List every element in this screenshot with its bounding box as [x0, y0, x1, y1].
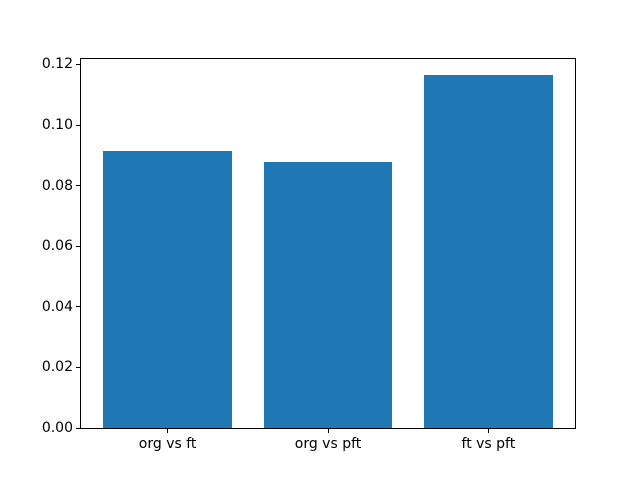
- bar-2: [263, 162, 393, 428]
- bar-3: [424, 75, 553, 428]
- y-tick-mark: [76, 306, 80, 308]
- x-tick-mark: [167, 429, 169, 433]
- y-tick-label: 0.02: [41, 359, 73, 376]
- y-tick-mark: [76, 124, 80, 126]
- x-tick-label: org vs pft: [294, 436, 362, 452]
- x-tick-mark: [487, 429, 489, 433]
- y-tick-label: 0.10: [41, 117, 73, 134]
- y-tick-label: 0.04: [41, 298, 73, 315]
- y-tick-mark: [76, 63, 80, 65]
- x-tick-label: ft vs pft: [461, 436, 516, 452]
- y-tick-label: 0.08: [41, 177, 73, 194]
- x-tick-label: org vs ft: [138, 436, 197, 452]
- bar-1: [103, 151, 232, 428]
- y-tick-label: 0.00: [41, 420, 73, 436]
- plot-area: 0.00 0.02 0.04 0.06 0.08 0.10 0.12 org vs ft org…: [42, 56, 576, 452]
- y-tick-mark: [76, 366, 80, 368]
- y-tick-mark: [76, 185, 80, 187]
- y-tick-mark: [76, 245, 80, 247]
- y-tick-label: 0.12: [41, 56, 73, 73]
- y-tick-label: 0.06: [41, 238, 73, 255]
- y-tick-mark: [76, 427, 80, 429]
- x-tick-mark: [327, 429, 329, 433]
